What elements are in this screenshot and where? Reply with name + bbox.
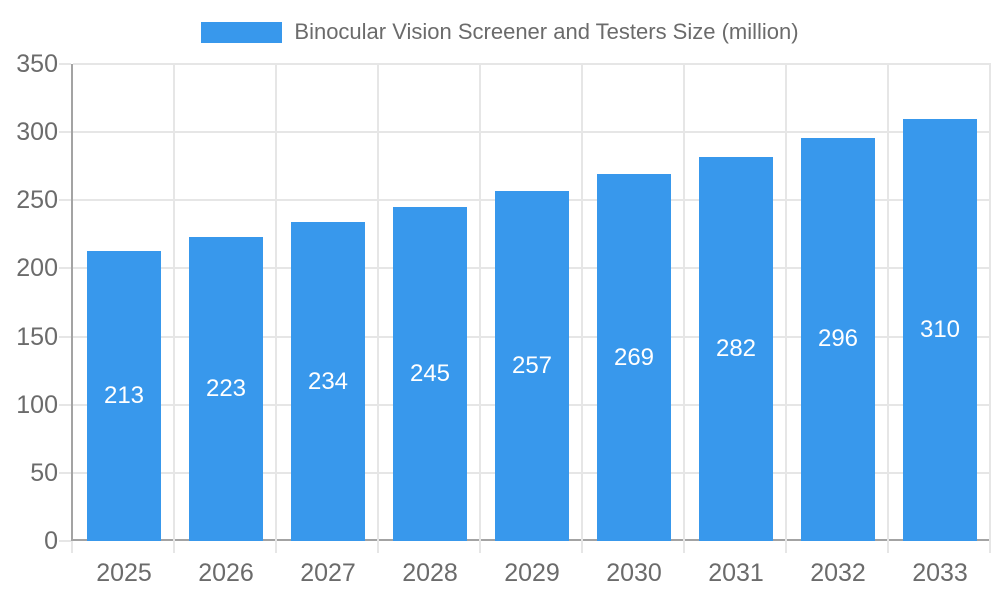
bar[interactable] — [393, 207, 467, 541]
y-tick-mark — [59, 267, 71, 270]
bar[interactable] — [87, 250, 161, 541]
bar[interactable] — [903, 118, 977, 541]
x-gridline — [377, 64, 379, 541]
y-tick-label: 350 — [16, 50, 58, 78]
bar[interactable] — [699, 156, 773, 541]
bar-value-label: 257 — [511, 351, 553, 379]
x-tick-mark — [581, 541, 583, 553]
y-tick-label: 50 — [30, 458, 58, 487]
x-gridline — [173, 64, 175, 541]
x-tick-label: 2026 — [198, 559, 254, 587]
x-gridline — [887, 64, 889, 541]
y-axis-line — [71, 64, 73, 541]
legend-swatch — [201, 21, 283, 43]
x-tick-mark — [887, 541, 889, 553]
x-tick-label: 2028 — [402, 559, 458, 587]
y-tick-mark — [59, 471, 71, 474]
x-tick-mark — [989, 541, 991, 553]
bar-value-label: 296 — [817, 325, 859, 353]
x-tick-mark — [71, 541, 73, 553]
x-tick-mark — [275, 541, 277, 553]
y-tick-label: 0 — [44, 527, 58, 555]
x-tick-label: 2032 — [810, 559, 866, 587]
y-tick-mark — [59, 131, 71, 134]
x-tick-label: 2033 — [912, 559, 968, 587]
x-tick-mark — [173, 541, 175, 553]
x-tick-mark — [377, 541, 379, 553]
y-tick-label: 250 — [16, 186, 58, 215]
bar-value-label: 223 — [205, 375, 247, 403]
legend-label: Binocular Vision Screener and Testers Si… — [294, 19, 799, 44]
bar-value-label: 282 — [715, 334, 757, 362]
bar-value-label: 269 — [613, 343, 655, 371]
x-tick-label: 2031 — [708, 559, 764, 587]
x-tick-label: 2029 — [504, 559, 560, 587]
x-gridline — [785, 64, 787, 541]
x-gridline — [275, 64, 277, 541]
y-tick-mark — [59, 403, 71, 406]
plot-area: 0 50 100 150 200 250 300 350 2025 213 2026 223 2027 2… — [16, 51, 991, 587]
bar[interactable] — [291, 222, 365, 541]
bar[interactable] — [801, 137, 875, 541]
bar[interactable] — [597, 174, 671, 541]
y-tick-mark — [59, 540, 71, 542]
x-gridline — [581, 64, 583, 541]
y-tick-label: 300 — [16, 118, 58, 147]
bar[interactable] — [495, 190, 569, 541]
y-tick-label: 200 — [16, 254, 58, 283]
x-tick-mark — [683, 541, 685, 553]
x-gridline — [479, 64, 481, 541]
x-tick-mark — [785, 541, 787, 553]
x-tick-label: 2030 — [606, 559, 662, 587]
y-gridline — [73, 63, 991, 65]
bar-value-label: 234 — [307, 367, 349, 395]
x-tick-label: 2025 — [96, 559, 152, 587]
bar-value-label: 213 — [103, 381, 145, 409]
x-tick-mark — [479, 541, 481, 553]
bar-value-label: 310 — [919, 315, 961, 343]
y-tick-mark — [59, 63, 71, 65]
bar[interactable] — [189, 237, 263, 541]
y-tick-label: 100 — [16, 390, 58, 419]
chart-legend[interactable]: Binocular Vision Screener and Testers Si… — [0, 10, 1000, 54]
y-tick-label: 150 — [16, 322, 58, 351]
y-gridline — [73, 131, 991, 134]
x-gridline — [683, 64, 685, 541]
bar-value-label: 245 — [409, 360, 451, 388]
x-gridline — [989, 64, 991, 541]
y-tick-mark — [59, 199, 71, 202]
y-tick-mark — [59, 335, 71, 338]
x-tick-label: 2027 — [300, 559, 356, 587]
